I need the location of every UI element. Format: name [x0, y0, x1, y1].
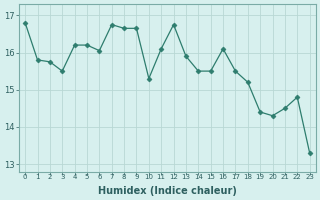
X-axis label: Humidex (Indice chaleur): Humidex (Indice chaleur) [98, 186, 237, 196]
